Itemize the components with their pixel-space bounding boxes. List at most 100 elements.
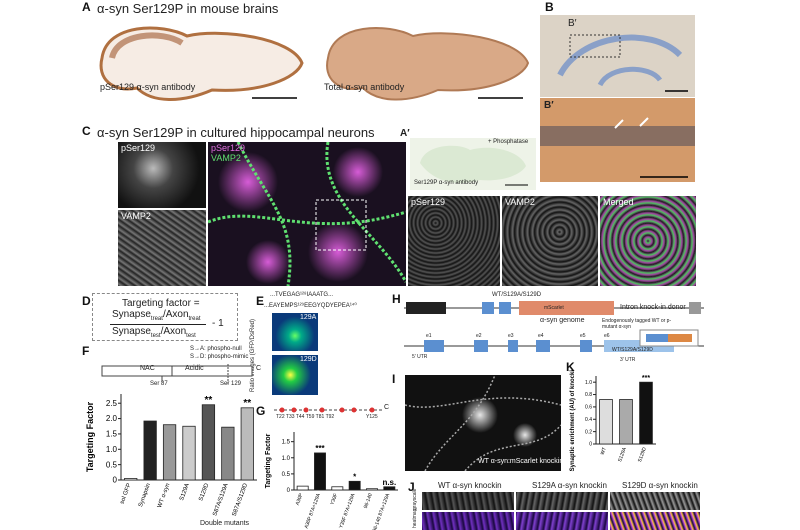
exon-label: e3 [508, 333, 514, 339]
y-tick-label: 1.5 [282, 440, 291, 446]
chart: 0 0.2 0.4 0.6 0.8 1.0 Synaptic enrichment (AU)… [570, 370, 656, 471]
bar [221, 426, 235, 481]
y-tick-label: 2.5 [106, 399, 118, 408]
bar [296, 485, 309, 491]
formula-box [92, 293, 238, 341]
inset-label: B′ [568, 18, 577, 29]
y-tick-label: 1.5 [106, 430, 118, 439]
x-tick-label: A30P 87A+129A [304, 492, 323, 529]
brain-outline [420, 145, 528, 186]
bar [383, 486, 396, 491]
formula-term: Synapse [112, 326, 151, 337]
construct-label: Intron knock-in donor [620, 304, 686, 311]
heatmap [516, 512, 608, 530]
micrograph [610, 492, 700, 510]
domain-diagram [101, 364, 253, 384]
image-label: Total α-syn antibody [324, 82, 405, 92]
domain-label: NAC [140, 365, 155, 372]
panel-letter: B [545, 0, 554, 14]
bar [143, 420, 157, 481]
x-tick-label: S87A/S129A [212, 483, 229, 517]
micrograph [118, 210, 206, 286]
column-label: S129A α-syn knockin [532, 481, 607, 490]
bar [348, 480, 361, 491]
image-label: WT α-syn:mScarlet knockin [478, 458, 564, 465]
significance-label: ** [243, 398, 251, 409]
image-label: pSer129 α-syn antibody [100, 82, 196, 92]
bar [599, 399, 613, 445]
bar [619, 399, 633, 445]
panel-letter: B′ [544, 100, 554, 111]
bar [240, 407, 254, 481]
formula-term: Synapse [112, 309, 151, 320]
brain-image [99, 26, 304, 101]
formula-sub: treat [150, 316, 163, 322]
exon-label: e2 [476, 333, 482, 339]
mutant-label: WT/S129A/S129D [492, 292, 542, 298]
sequence: ...TVEGAG¹²⁸IAAATG... [270, 292, 334, 298]
significance-label: ** [205, 395, 213, 406]
bar [314, 452, 326, 491]
construct-label: Endogenously tagged WT or p-mutant α-syn [602, 318, 672, 330]
y-tick-label: 0.5 [106, 460, 118, 469]
bar [182, 425, 196, 481]
group-label: Double mutants [200, 520, 250, 527]
y-tick-label: 2.0 [106, 414, 118, 423]
panel-letter: F [82, 344, 90, 358]
panel-letter: E [256, 294, 265, 308]
x-tick-label: Synapsin [138, 483, 152, 508]
micrograph [600, 196, 696, 286]
x-tick-label: sol GFP [120, 483, 133, 505]
significance-label: *** [642, 375, 650, 382]
panel-letter: A′ [400, 128, 410, 139]
knockin-micrograph [405, 375, 561, 471]
domain-label: Acidic [185, 365, 204, 372]
exon-label: e6 [604, 333, 610, 339]
formula-denominator: Synapsetest/Axontest [112, 326, 196, 339]
phosphatase-image [410, 138, 536, 190]
chart: 0 0.5 1.0 1.5 Targeting Factor A30P *** A30P 87… [265, 432, 398, 530]
x-tick-label: S129D [637, 446, 648, 463]
legend-text: S→A: phospho-null [190, 346, 242, 352]
x-tick-label: S129A [179, 483, 191, 502]
sequence: ...EAYEMPS¹²⁹EEGYQDYEPEA¹⁴⁰ [264, 303, 357, 309]
micrograph [502, 196, 598, 286]
y-tick-label: 0 [287, 488, 291, 494]
image-label: 129D [300, 356, 317, 363]
channel-label: VAMP2 [211, 153, 241, 163]
formula-tail: - 1 [212, 318, 224, 329]
row-label: grayscale [412, 488, 418, 510]
column-label: WT α-syn knockin [438, 481, 502, 490]
formula-sub: treat [188, 316, 201, 322]
domain-label: C [256, 365, 262, 372]
formula-term: /Axon [160, 326, 187, 337]
channel-label: pSer129 [411, 197, 446, 207]
heatmap [610, 512, 700, 530]
y-axis-label: Targeting Factor [265, 433, 272, 488]
x-tick-label: S87A/S129D [232, 482, 250, 517]
ratio-image [272, 313, 318, 351]
fraction-bar [110, 324, 206, 325]
exon-label: e5 [580, 333, 586, 339]
hippocampus-image [540, 15, 695, 97]
x-tick-label: 96-140 87A+129A [372, 492, 392, 530]
bar [124, 478, 138, 481]
micrograph [516, 492, 608, 510]
y-axis-label: Synaptic enrichment (AU) of knockin α-sy… [570, 370, 576, 471]
site-label: Ser 87 [150, 381, 168, 387]
y-tick-label: 1.0 [282, 456, 291, 462]
channel-label: pSer129 [211, 143, 246, 153]
panel-title: α-syn Ser129P in mouse brains [97, 1, 279, 16]
site-label: Ser 129 [220, 381, 242, 387]
panel-title: α-syn Ser129P in cultured hippocampal ne… [97, 125, 375, 140]
x-tick-label: Y39F [329, 493, 339, 506]
significance-label: * [353, 472, 357, 481]
ca-region-image [540, 98, 695, 182]
formula-term: /Axon [162, 309, 189, 320]
panel-letter: D [82, 294, 91, 308]
y-tick-label: 0.5 [282, 472, 291, 478]
x-tick-label: WT [600, 447, 608, 456]
panel-letter: C [82, 124, 91, 138]
panel-letter: G [256, 404, 266, 418]
